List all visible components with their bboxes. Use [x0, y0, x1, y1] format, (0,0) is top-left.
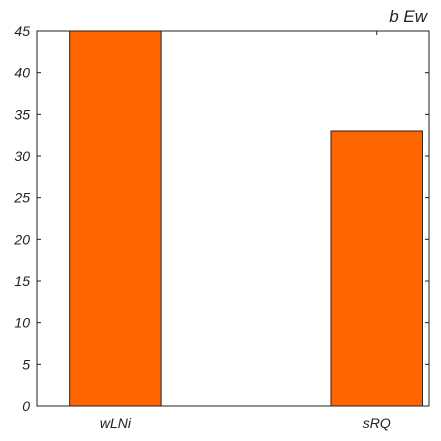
bar-sRQ	[330, 130, 423, 407]
y-tick-label: 35	[14, 106, 30, 122]
y-tick-label: 30	[14, 148, 30, 164]
x-tick-label: sRQ	[363, 415, 391, 431]
y-tick-label: 20	[13, 231, 30, 247]
y-tick-label: 25	[13, 190, 30, 206]
y-axis: 0 5 10 15 20 25 30 35 40 45	[13, 23, 429, 414]
y-tick-label: 0	[22, 398, 30, 414]
y-tick-label: 45	[14, 23, 30, 39]
y-tick-label: 40	[14, 65, 30, 81]
x-tick-label: wLNi	[100, 415, 132, 431]
bar-wLNi	[69, 30, 162, 407]
bars	[69, 30, 423, 407]
y-tick-label: 5	[22, 356, 30, 372]
x-axis: wLNi sRQ	[100, 31, 391, 431]
chart-title: b Ew	[389, 7, 429, 26]
y-tick-label: 15	[14, 273, 30, 289]
y-tick-label: 10	[14, 315, 30, 331]
plot-frame	[36, 30, 430, 407]
